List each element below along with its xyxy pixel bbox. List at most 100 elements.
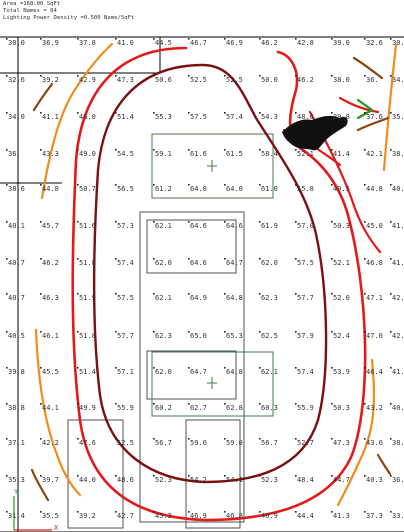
grid-point-value: 42. [392,332,404,340]
grid-point-marker [224,293,226,295]
grid-point-value: 44.4 [297,512,314,520]
grid-point-value: 34. [392,76,404,84]
grid-point-marker [364,221,366,223]
grid-point-marker [364,511,366,513]
grid-point-marker [6,258,8,260]
grid-point-value: 56.7 [261,439,278,447]
grid-point-marker [77,75,79,77]
grid-point-value: 64.7 [226,259,243,267]
grid-point-marker [40,403,42,405]
grid-point-marker [153,475,155,477]
grid-point-value: 64.7 [190,368,207,376]
grid-point-marker [331,112,333,114]
grid-point-marker [295,149,297,151]
grid-point-marker [364,367,366,369]
grid-point-marker [259,367,261,369]
grid-point-marker [331,293,333,295]
grid-point-value: 51.8 [79,332,96,340]
grid-point-marker [390,184,392,186]
grid-point-marker [364,331,366,333]
grid-point-value: 57.0 [297,222,314,230]
grid-point-value: 40. [392,404,404,412]
grid-point-marker [295,112,297,114]
grid-point-value: 41.1 [42,113,59,121]
contour-inner-dark [92,63,328,484]
grid-point-marker [331,475,333,477]
grid-point-marker [331,75,333,77]
grid-point-marker [364,112,366,114]
grid-point-marker [331,438,333,440]
grid-point-value: 48.6 [297,113,314,121]
grid-point-value: 45.5 [42,368,59,376]
grid-point-value: 56.7 [155,439,172,447]
grid-point-marker [224,403,226,405]
axis-y-label: Y [14,488,19,496]
grid-point-marker [295,258,297,260]
grid-point-value: 31.4 [8,512,25,520]
grid-point-marker [364,438,366,440]
grid-point-value: 39.0 [333,39,350,47]
grid-point-marker [6,38,8,40]
contour-orange-right-upper [382,43,398,172]
grid-point-value: 51.4 [79,368,96,376]
grid-point-value: 41. [392,368,404,376]
grid-point-value: 65.0 [190,332,207,340]
grid-point-value: 64.8 [226,368,243,376]
grid-point-value: 56.5 [117,185,134,193]
grid-point-value: 37.6 [366,113,383,121]
grid-point-value: 46.1 [42,332,59,340]
grid-point-marker [40,112,42,114]
grid-point-value: 30. [392,39,404,47]
grid-point-value: 45.7 [42,222,59,230]
contour-brown-bottom-right [376,453,392,476]
grid-point-value: 40.7 [8,294,25,302]
grid-point-value: 54.5 [117,150,134,158]
grid-point-marker [259,75,261,77]
grid-point-value: 46.8 [226,512,243,520]
lighting-power-density-label: Lighting Power Density =0.500 Name/SqFt [3,15,135,22]
grid-point-value: 43.2 [366,404,383,412]
grid-point-value: 64.0 [226,185,243,193]
table-upper-panel [146,219,237,274]
grid-point-value: 46.9 [226,39,243,47]
grid-point-marker [40,221,42,223]
grid-point-marker [40,75,42,77]
grid-point-value: 41.0 [117,39,134,47]
grid-point-marker [331,221,333,223]
grid-point-value: 52.4 [333,332,350,340]
grid-point-value: 61.0 [261,185,278,193]
contour-brown-top-left [32,82,54,112]
grid-point-marker [153,438,155,440]
grid-point-value: 58.4 [261,150,278,158]
grid-point-marker [153,184,155,186]
cabinet-left [67,419,124,529]
grid-point-value: 62.5 [261,332,278,340]
grid-point-value: 46.9 [261,512,278,520]
grid-point-marker [6,438,8,440]
grid-point-marker [331,331,333,333]
grid-point-value: 62.0 [155,368,172,376]
grid-point-marker [295,511,297,513]
grid-point-value: 62.7 [190,404,207,412]
grid-point-marker [224,75,226,77]
grid-point-marker [40,293,42,295]
grid-point-marker [188,221,190,223]
grid-point-value: 55.9 [117,404,134,412]
cabinet-right [185,419,241,529]
grid-point-marker [153,367,155,369]
grid-point-value: 32.6 [366,39,383,47]
grid-point-value: 61.6 [190,150,207,158]
grid-point-value: 62.8 [226,404,243,412]
grid-point-marker [77,221,79,223]
grid-point-marker [390,293,392,295]
grid-point-marker [6,403,8,405]
grid-point-value: 64.9 [190,294,207,302]
grid-point-marker [115,367,117,369]
contour-brown-top-right [352,56,384,80]
grid-point-value: 52.5 [190,76,207,84]
grid-point-marker [153,75,155,77]
grid-point-value: 45.3 [155,512,172,520]
grid-point-value: 52.0 [333,294,350,302]
grid-point-marker [188,438,190,440]
